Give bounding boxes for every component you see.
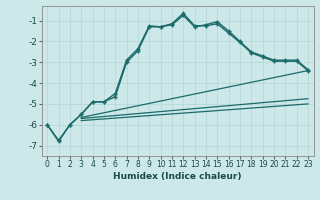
X-axis label: Humidex (Indice chaleur): Humidex (Indice chaleur): [113, 172, 242, 181]
